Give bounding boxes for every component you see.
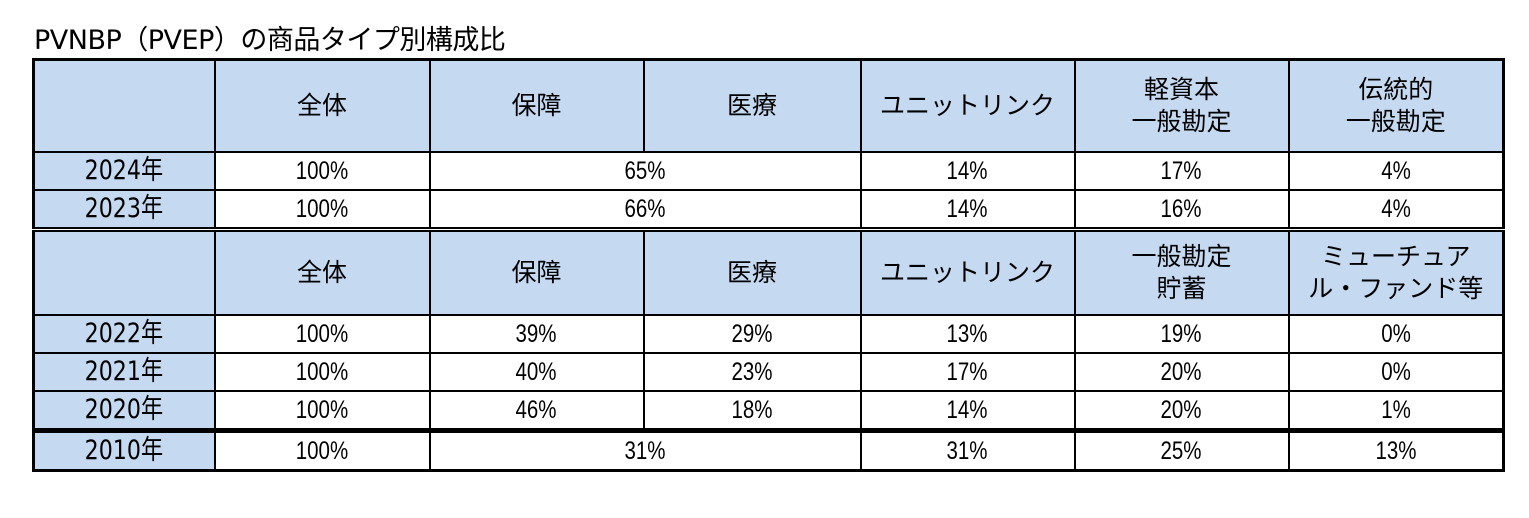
year-cell: 2010年	[32, 429, 216, 472]
year-cell: 2023年	[32, 189, 216, 232]
header-line: 一般勘定	[1345, 107, 1446, 136]
col5-cell: 16%	[1073, 189, 1290, 232]
header-blank	[32, 228, 216, 316]
total-cell: 100%	[213, 151, 431, 191]
col6-cell: 0%	[1287, 314, 1505, 354]
col5-cell: 20%	[1073, 352, 1290, 392]
header-line: 伝統的	[1358, 75, 1434, 104]
medical-cell: 18%	[642, 390, 862, 433]
medical-cell: 29%	[642, 314, 862, 354]
header-light-capital-general-account: 軽資本 一般勘定	[1073, 58, 1290, 153]
table-row: 2020年 100% 46% 18% 14% 20% 1%	[32, 390, 1505, 433]
protection-cell: 39%	[428, 314, 645, 354]
medical-cell: 23%	[642, 352, 862, 392]
col5-cell: 25%	[1073, 429, 1290, 472]
product-type-composition-table: 全体 保障 医療 ユニットリンク 軽資本 一般勘定 伝統的 一般勘定 2024年…	[32, 58, 1505, 472]
unit-link-cell: 13%	[859, 314, 1076, 354]
header-unit-link: ユニットリンク	[859, 58, 1076, 153]
table-title: PVNBP（PVEP）の商品タイプ別構成比	[34, 25, 506, 56]
header-unit-link: ユニットリンク	[859, 228, 1076, 316]
header-line: 貯蓄	[1156, 274, 1207, 303]
table-row: 2023年 100% 66% 14% 16% 4%	[32, 189, 1505, 232]
header-line: 一般勘定	[1131, 242, 1232, 271]
header-row-1: 全体 保障 医療 ユニットリンク 軽資本 一般勘定 伝統的 一般勘定	[32, 58, 1505, 153]
year-cell: 2022年	[32, 314, 216, 354]
col6-cell: 1%	[1287, 390, 1505, 433]
protection-cell: 40%	[428, 352, 645, 392]
header-blank	[32, 58, 216, 153]
header-total: 全体	[213, 228, 431, 316]
year-cell: 2020年	[32, 390, 216, 433]
header-medical: 医療	[642, 58, 862, 153]
header-line: 一般勘定	[1131, 107, 1232, 136]
col5-cell: 17%	[1073, 151, 1290, 191]
protection-cell: 46%	[428, 390, 645, 433]
col5-cell: 20%	[1073, 390, 1290, 433]
total-cell: 100%	[213, 390, 431, 433]
col5-cell: 19%	[1073, 314, 1290, 354]
protection-medical-cell: 31%	[428, 429, 862, 472]
unit-link-cell: 14%	[859, 151, 1076, 191]
header-protection: 保障	[428, 58, 645, 153]
total-cell: 100%	[213, 429, 431, 472]
header-total: 全体	[213, 58, 431, 153]
table-row: 2010年 100% 31% 31% 25% 13%	[32, 429, 1505, 472]
header-mutual-funds: ミューチュア ル・ファンド等	[1287, 228, 1505, 316]
header-medical: 医療	[642, 228, 862, 316]
total-cell: 100%	[213, 189, 431, 232]
unit-link-cell: 17%	[859, 352, 1076, 392]
table-row: 2021年 100% 40% 23% 17% 20% 0%	[32, 352, 1505, 392]
header-traditional-general-account: 伝統的 一般勘定	[1287, 58, 1505, 153]
header-line: ル・ファンド等	[1308, 274, 1484, 303]
col6-cell: 0%	[1287, 352, 1505, 392]
protection-medical-cell: 66%	[428, 189, 862, 232]
table-row: 2022年 100% 39% 29% 13% 19% 0%	[32, 314, 1505, 354]
col6-cell: 13%	[1287, 429, 1505, 472]
col6-cell: 4%	[1287, 151, 1505, 191]
col6-cell: 4%	[1287, 189, 1505, 232]
header-protection: 保障	[428, 228, 645, 316]
header-general-account-savings: 一般勘定 貯蓄	[1073, 228, 1290, 316]
protection-medical-cell: 65%	[428, 151, 862, 191]
unit-link-cell: 31%	[859, 429, 1076, 472]
header-row-2: 全体 保障 医療 ユニットリンク 一般勘定 貯蓄 ミューチュア ル・ファンド等	[32, 228, 1505, 316]
total-cell: 100%	[213, 314, 431, 354]
year-cell: 2021年	[32, 352, 216, 392]
year-cell: 2024年	[32, 151, 216, 191]
header-line: 軽資本	[1143, 75, 1219, 104]
table-row: 2024年 100% 65% 14% 17% 4%	[32, 151, 1505, 191]
unit-link-cell: 14%	[859, 189, 1076, 232]
unit-link-cell: 14%	[859, 390, 1076, 433]
header-line: ミューチュア	[1320, 242, 1471, 271]
total-cell: 100%	[213, 352, 431, 392]
